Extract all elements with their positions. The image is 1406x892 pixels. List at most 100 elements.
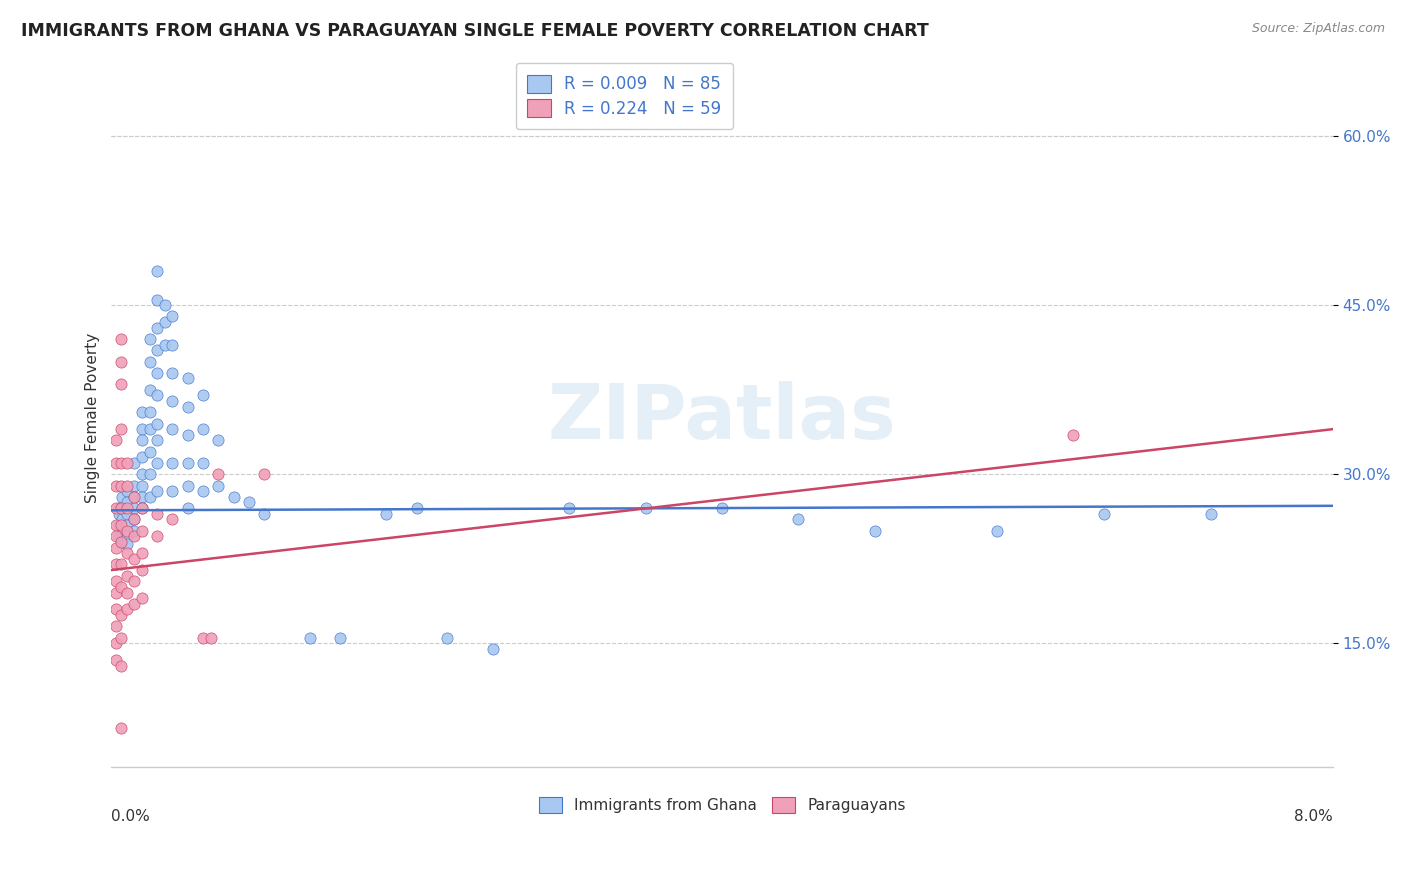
Point [104,518,127,533]
Point [177,478,200,492]
Point [222,490,245,504]
Point [115,537,138,551]
Point [115,518,138,533]
Point [115,507,138,521]
Point [131,434,153,448]
Point [131,546,153,560]
Point [146,484,169,499]
Point [177,456,200,470]
Point [131,501,153,516]
Point [110,377,132,392]
Point [1092,507,1115,521]
Point [482,642,505,657]
Point [124,574,146,589]
Point [153,298,176,312]
Point [177,427,200,442]
Point [177,501,200,516]
Point [124,456,146,470]
Point [298,631,321,645]
Point [162,366,184,380]
Legend: Immigrants from Ghana, Paraguayans: Immigrants from Ghana, Paraguayans [530,788,915,822]
Point [110,501,132,516]
Point [104,529,127,543]
Point [131,490,153,504]
Point [124,551,146,566]
Point [104,585,127,599]
Point [153,337,176,351]
Point [131,524,153,538]
Point [115,524,138,538]
Point [108,507,131,521]
Point [131,422,153,436]
Point [104,558,127,572]
Point [115,546,138,560]
Point [124,529,146,543]
Point [104,456,127,470]
Point [253,507,276,521]
Point [138,354,160,368]
Point [110,658,132,673]
Point [146,507,169,521]
Point [110,456,132,470]
Point [108,501,131,516]
Point [162,456,184,470]
Point [558,501,581,516]
Point [138,444,160,458]
Point [131,591,153,606]
Point [111,534,134,549]
Point [177,371,200,385]
Text: 0.0%: 0.0% [111,809,150,824]
Point [146,366,169,380]
Point [200,631,222,645]
Point [146,456,169,470]
Point [191,484,214,499]
Point [108,518,131,533]
Point [110,558,132,572]
Point [138,422,160,436]
Point [207,467,229,482]
Point [115,495,138,509]
Point [1062,427,1084,442]
Text: IMMIGRANTS FROM GHANA VS PARAGUAYAN SINGLE FEMALE POVERTY CORRELATION CHART: IMMIGRANTS FROM GHANA VS PARAGUAYAN SING… [21,22,929,40]
Point [436,631,458,645]
Point [146,388,169,402]
Point [253,467,276,482]
Point [115,529,138,543]
Point [131,478,153,492]
Point [162,422,184,436]
Point [138,332,160,346]
Point [138,405,160,419]
Point [115,484,138,499]
Point [162,512,184,526]
Point [375,507,398,521]
Point [146,320,169,334]
Point [124,501,146,516]
Point [108,529,131,543]
Point [146,264,169,278]
Text: ZIPatlas: ZIPatlas [548,381,897,455]
Point [131,405,153,419]
Point [191,456,214,470]
Point [115,456,138,470]
Point [111,512,134,526]
Point [115,585,138,599]
Point [162,310,184,324]
Point [104,619,127,633]
Point [110,422,132,436]
Point [146,293,169,307]
Point [115,602,138,616]
Point [104,434,127,448]
Point [191,631,214,645]
Point [238,495,260,509]
Point [138,490,160,504]
Point [329,631,352,645]
Point [863,524,886,538]
Point [207,434,229,448]
Point [153,315,176,329]
Point [138,383,160,397]
Point [110,608,132,623]
Point [131,501,153,516]
Point [177,400,200,414]
Point [110,354,132,368]
Point [162,484,184,499]
